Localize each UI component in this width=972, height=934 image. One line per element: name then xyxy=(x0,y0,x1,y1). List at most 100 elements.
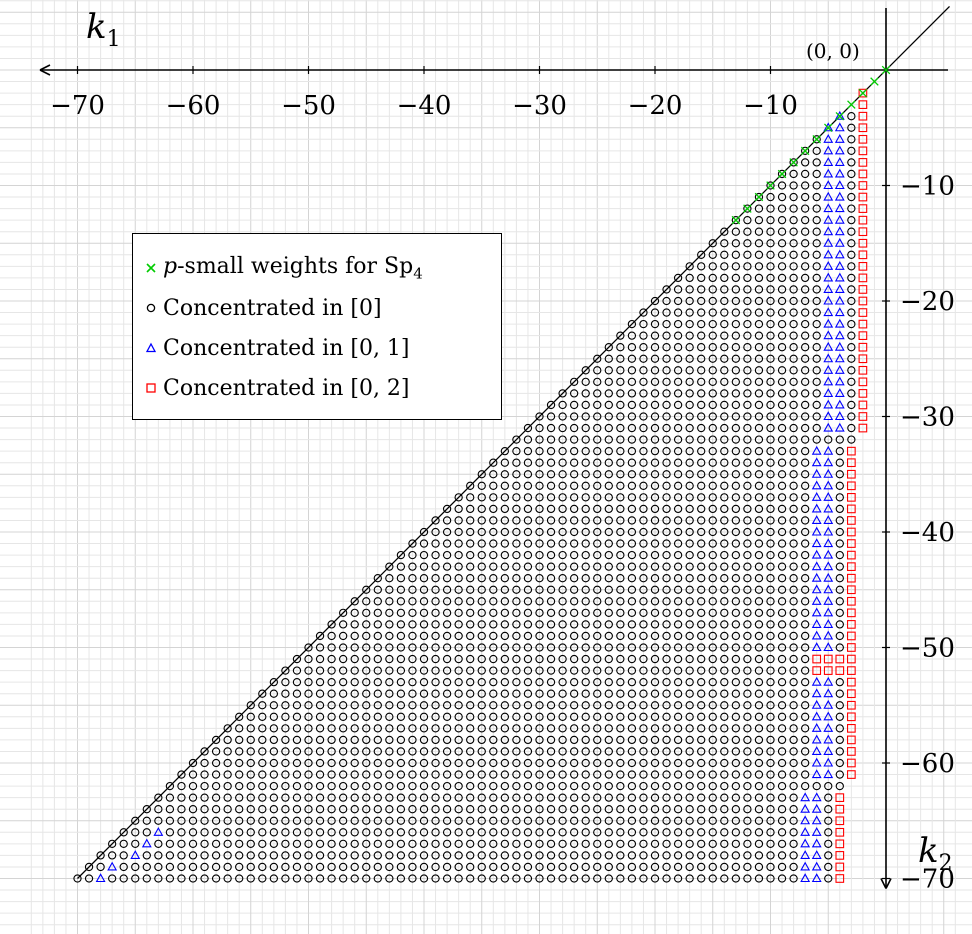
point-concentrated-02 xyxy=(835,804,845,814)
point-concentrated-0 xyxy=(754,724,764,733)
point-concentrated-0 xyxy=(570,828,579,837)
point-concentrated-0 xyxy=(489,735,498,745)
point-concentrated-0 xyxy=(743,539,752,548)
point-concentrated-0 xyxy=(685,631,694,641)
point-concentrated-0 xyxy=(627,689,637,698)
point-concentrated-0 xyxy=(731,516,740,525)
point-concentrated-0 xyxy=(535,758,544,768)
point-concentrated-0 xyxy=(304,735,313,745)
point-concentrated-0 xyxy=(743,354,752,363)
point-concentrated-0 xyxy=(708,458,717,467)
point-concentrated-0 xyxy=(789,747,798,756)
point-concentrated-0 xyxy=(639,481,648,490)
point-concentrated-0 xyxy=(593,712,602,721)
point-concentrated-0 xyxy=(604,781,613,791)
point-concentrated-0 xyxy=(777,423,787,433)
point-concentrated-0 xyxy=(616,585,625,594)
point-concentrated-01 xyxy=(823,746,834,755)
point-concentrated-0 xyxy=(812,296,821,306)
point-concentrated-0 xyxy=(523,654,533,664)
point-concentrated-0 xyxy=(697,354,706,363)
point-concentrated-0 xyxy=(546,735,556,745)
point-concentrated-0 xyxy=(454,527,463,537)
point-concentrated-0 xyxy=(477,562,486,571)
point-concentrated-0 xyxy=(408,851,417,860)
point-concentrated-0 xyxy=(131,874,140,883)
point-concentrated-0 xyxy=(454,493,463,502)
point-concentrated-0 xyxy=(697,262,706,271)
point-concentrated-0 xyxy=(627,354,637,363)
point-concentrated-0 xyxy=(789,701,798,710)
point-concentrated-0 xyxy=(743,620,752,629)
point-concentrated-0 xyxy=(512,758,521,768)
point-concentrated-0 xyxy=(211,874,221,883)
point-concentrated-0 xyxy=(188,839,198,848)
point-concentrated-0 xyxy=(777,458,787,467)
point-concentrated-0 xyxy=(789,758,798,768)
point-concentrated-0 xyxy=(708,862,717,872)
point-concentrated-0 xyxy=(639,446,648,456)
point-concentrated-0 xyxy=(777,435,787,444)
point-concentrated-0 xyxy=(558,678,567,687)
point-concentrated-0 xyxy=(466,585,475,594)
point-concentrated-0 xyxy=(801,389,810,398)
point-concentrated-0 xyxy=(604,805,613,814)
point-concentrated-0 xyxy=(731,735,740,745)
point-concentrated-0 xyxy=(477,816,486,825)
point-concentrated-0 xyxy=(627,805,637,814)
point-concentrated-0 xyxy=(731,285,740,294)
point-concentrated-0 xyxy=(754,747,764,756)
point-concentrated-0 xyxy=(685,608,694,617)
point-concentrated-0 xyxy=(754,481,764,490)
point-concentrated-0 xyxy=(500,712,509,721)
point-concentrated-0 xyxy=(570,620,579,629)
point-concentrated-0 xyxy=(235,712,244,721)
point-concentrated-0 xyxy=(442,678,452,687)
point-concentrated-0 xyxy=(338,839,348,848)
point-concentrated-0 xyxy=(789,527,798,537)
point-concentrated-0 xyxy=(789,608,798,617)
point-concentrated-01 xyxy=(811,630,822,640)
point-concentrated-0 xyxy=(812,204,821,213)
point-concentrated-0 xyxy=(558,758,567,768)
point-concentrated-0 xyxy=(466,654,475,664)
point-concentrated-0 xyxy=(708,793,717,802)
point-concentrated-0 xyxy=(523,435,533,444)
point-concentrated-02 xyxy=(846,620,856,629)
point-concentrated-0 xyxy=(766,839,775,848)
point-concentrated-0 xyxy=(558,574,567,583)
point-concentrated-0 xyxy=(662,285,671,294)
point-p-small xyxy=(823,123,833,133)
point-concentrated-0 xyxy=(385,828,394,837)
point-concentrated-0 xyxy=(431,839,440,848)
point-concentrated-0 xyxy=(281,770,290,779)
point-concentrated-0 xyxy=(743,770,752,779)
point-concentrated-0 xyxy=(801,481,810,490)
point-concentrated-02 xyxy=(835,654,845,664)
point-concentrated-0 xyxy=(477,747,486,756)
point-concentrated-0 xyxy=(408,735,417,745)
point-concentrated-0 xyxy=(431,562,440,571)
point-concentrated-0 xyxy=(650,758,660,768)
point-concentrated-0 xyxy=(304,666,313,675)
point-concentrated-0 xyxy=(639,712,648,721)
point-concentrated-0 xyxy=(627,816,637,825)
point-concentrated-01 xyxy=(834,399,845,409)
point-concentrated-0 xyxy=(812,343,821,352)
point-concentrated-0 xyxy=(489,851,498,860)
point-concentrated-0 xyxy=(697,862,706,872)
point-concentrated-0 xyxy=(685,527,694,537)
point-concentrated-0 xyxy=(604,423,613,433)
point-concentrated-0 xyxy=(835,550,844,560)
point-concentrated-0 xyxy=(685,516,694,525)
point-concentrated-01 xyxy=(811,619,822,628)
point-concentrated-0 xyxy=(431,516,440,525)
point-concentrated-01 xyxy=(823,180,834,190)
point-concentrated-0 xyxy=(535,504,544,514)
point-concentrated-0 xyxy=(512,435,521,444)
point-concentrated-0 xyxy=(650,770,660,779)
point-concentrated-0 xyxy=(847,112,856,121)
point-concentrated-0 xyxy=(431,620,440,629)
point-concentrated-0 xyxy=(338,712,348,721)
point-concentrated-0 xyxy=(385,851,394,860)
